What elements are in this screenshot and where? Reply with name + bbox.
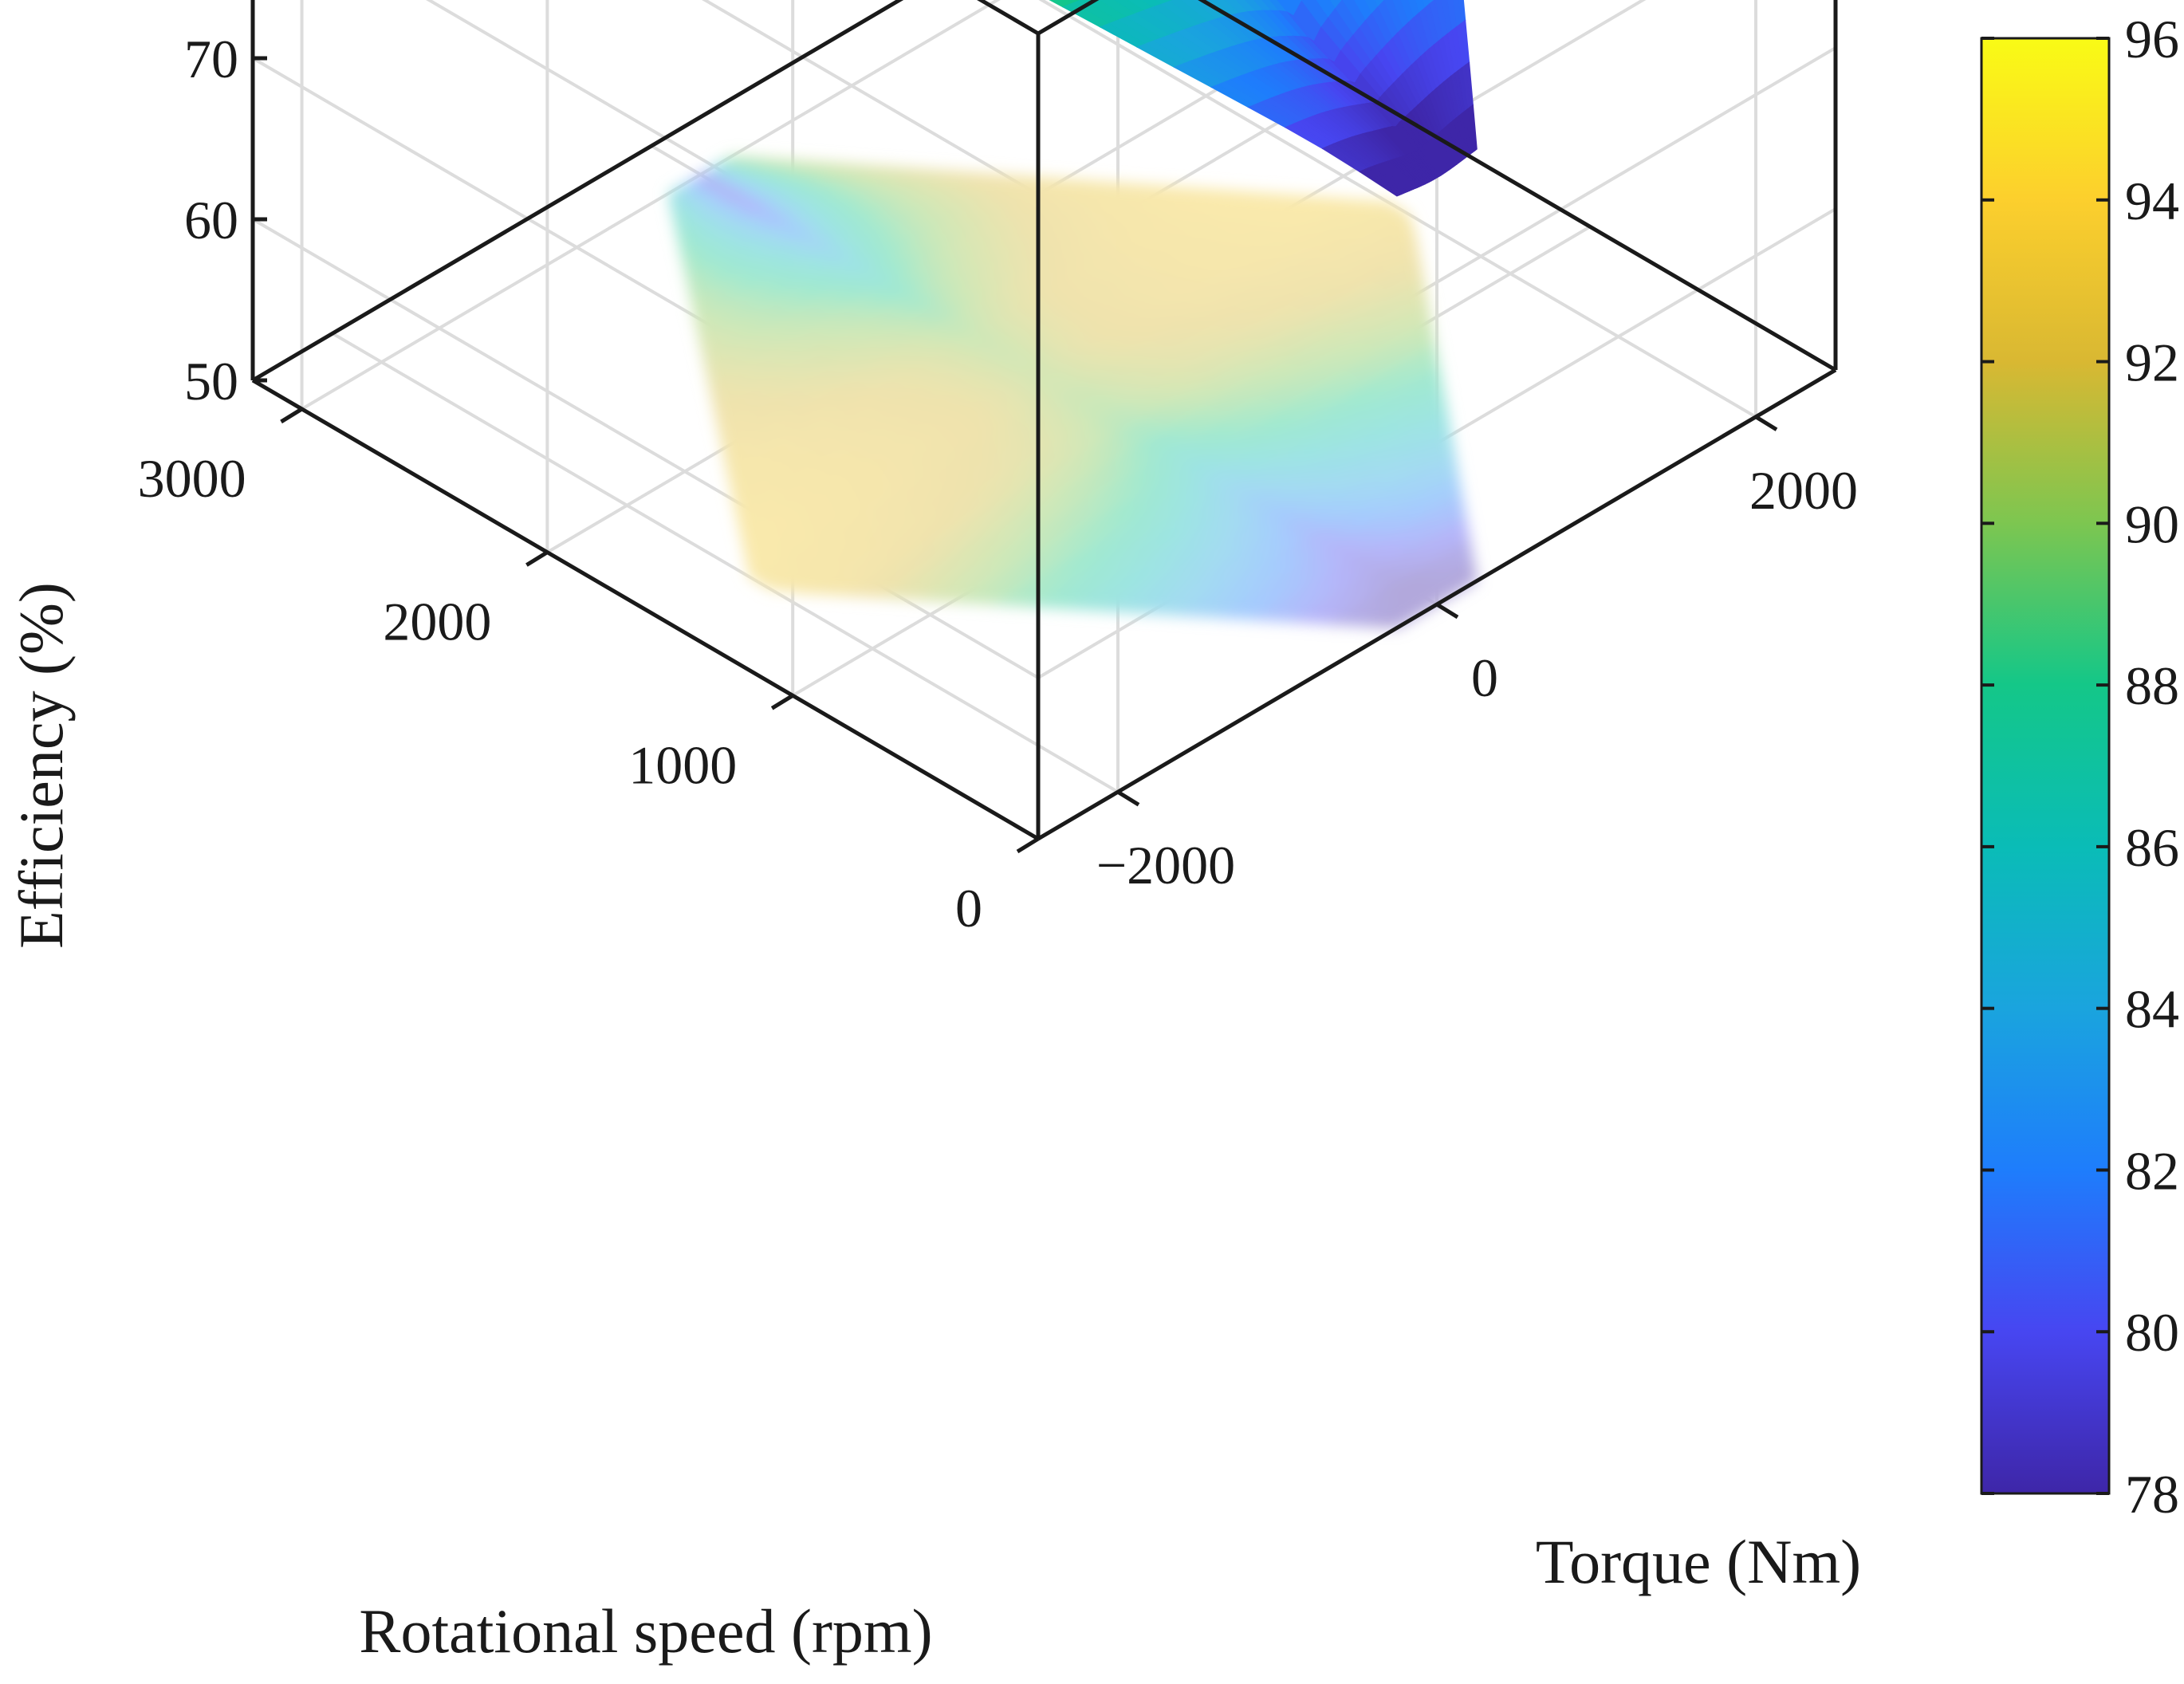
colorbar-tick-label: 84 <box>2125 979 2179 1040</box>
y-tick-label: 0 <box>1471 647 1498 708</box>
y-tick <box>1754 415 1778 431</box>
z-axis-title: Efficiency (%) <box>6 582 76 949</box>
colorbar-tick-label: 78 <box>2125 1464 2179 1525</box>
y-tick-label: 2000 <box>1749 460 1858 521</box>
x-tick <box>525 550 549 567</box>
axes-edge <box>977 0 1040 36</box>
colorbar-tick-label: 88 <box>2125 655 2179 716</box>
axes-edge <box>1198 0 1837 372</box>
surface-cell <box>1358 169 1401 197</box>
z-tick-label: 50 <box>184 351 238 411</box>
efficiency-surface <box>1049 0 1478 197</box>
colorbar-tick-label: 82 <box>2125 1140 2179 1201</box>
colorbar-gradient <box>1980 37 2111 1495</box>
y-tick <box>1116 790 1140 807</box>
z-tick-label: 60 <box>184 190 238 250</box>
colorbar-tick-label: 90 <box>2125 494 2179 554</box>
x-tick-label: 2000 <box>383 592 491 652</box>
x-tick-label: 3000 <box>138 448 246 509</box>
x-tick <box>1016 836 1040 854</box>
colorbar-tick-label: 86 <box>2125 817 2179 878</box>
x-tick <box>280 407 303 424</box>
colorbar-tick-label: 92 <box>2125 332 2179 393</box>
x-axis-title: Rotational speed (rpm) <box>359 1596 932 1666</box>
axes-edge <box>251 378 1040 841</box>
floor-projection <box>667 155 1478 629</box>
axes-edge <box>251 0 904 383</box>
y-axis-title: Torque (Nm) <box>1536 1527 1861 1596</box>
colorbar-tick-label: 94 <box>2125 171 2179 231</box>
axes-box <box>250 0 1838 841</box>
colorbar: 78 80 82 84 86 88 90 92 94 96 <box>1980 9 2179 1525</box>
x-tick-label: 1000 <box>628 734 737 795</box>
colorbar-tick-label: 80 <box>2125 1302 2179 1363</box>
x-tick <box>770 694 794 710</box>
x-tick-label: 0 <box>955 878 982 938</box>
y-tick <box>1435 602 1459 620</box>
floor-cell <box>729 155 771 161</box>
colorbar-tick-label: 96 <box>2125 9 2179 69</box>
z-tick-label: 70 <box>184 29 238 89</box>
y-tick-label: −2000 <box>1096 835 1235 895</box>
